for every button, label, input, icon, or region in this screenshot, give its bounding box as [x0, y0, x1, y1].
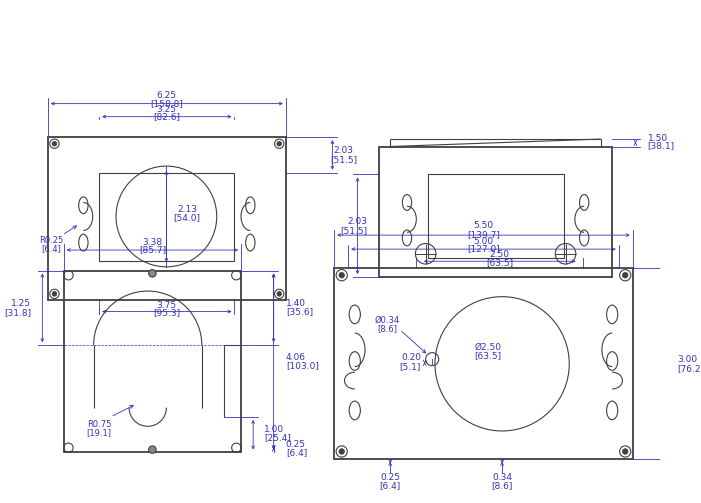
Text: 3.00: 3.00	[677, 355, 697, 364]
Text: 2.50: 2.50	[489, 250, 510, 259]
Bar	[379, 146, 612, 277]
Text: [51.5]: [51.5]	[330, 155, 357, 164]
Text: [6.4]: [6.4]	[286, 448, 307, 457]
Text: R0.25: R0.25	[39, 236, 64, 245]
Text: [76.2]: [76.2]	[677, 364, 701, 373]
Text: [82.6]: [82.6]	[153, 112, 180, 121]
Text: [8.6]: [8.6]	[491, 481, 513, 490]
Text: [8.6]: [8.6]	[377, 324, 397, 333]
Circle shape	[52, 141, 57, 146]
Text: [6.4]: [6.4]	[379, 481, 401, 490]
Text: 1.50: 1.50	[648, 134, 668, 143]
Bar	[100, 173, 234, 261]
Bar	[428, 175, 564, 259]
Text: 0.25: 0.25	[286, 440, 306, 449]
Text: [158.8]: [158.8]	[150, 99, 183, 108]
Text: Ø2.50: Ø2.50	[475, 343, 502, 352]
Text: 1.40: 1.40	[286, 299, 306, 308]
Circle shape	[339, 273, 344, 278]
Bar	[334, 268, 633, 459]
Text: 3.25: 3.25	[156, 105, 177, 114]
Circle shape	[277, 141, 282, 146]
Text: 3.75: 3.75	[156, 301, 177, 309]
Text: [25.4]: [25.4]	[264, 433, 291, 442]
Text: 1.25: 1.25	[11, 299, 31, 308]
Text: 1.00: 1.00	[264, 425, 285, 434]
Text: [85.7]: [85.7]	[139, 245, 166, 255]
Text: [95.3]: [95.3]	[153, 308, 180, 317]
Text: 3.38: 3.38	[142, 238, 163, 247]
Text: [19.1]: [19.1]	[87, 429, 111, 437]
Circle shape	[52, 292, 57, 296]
Text: 2.03: 2.03	[334, 146, 353, 155]
Text: 5.50: 5.50	[473, 221, 494, 230]
Text: Ø0.34: Ø0.34	[375, 315, 400, 324]
Text: 4.06: 4.06	[286, 353, 306, 362]
Text: 0.25: 0.25	[380, 473, 400, 482]
Text: 6.25: 6.25	[156, 91, 177, 100]
Text: [54.0]: [54.0]	[173, 213, 200, 222]
Text: [6.4]: [6.4]	[42, 244, 62, 254]
Circle shape	[149, 270, 156, 277]
Text: R0.75: R0.75	[87, 420, 111, 429]
Text: 2.03: 2.03	[348, 217, 368, 226]
Text: 0.34: 0.34	[492, 473, 512, 482]
Text: [139.7]: [139.7]	[467, 230, 500, 239]
Text: [103.0]: [103.0]	[286, 361, 319, 370]
Circle shape	[622, 273, 628, 278]
Text: [31.8]: [31.8]	[4, 308, 31, 317]
Bar	[64, 271, 241, 452]
Text: [63.5]: [63.5]	[475, 351, 502, 360]
Circle shape	[277, 292, 282, 296]
Text: 5.00: 5.00	[473, 237, 494, 246]
Text: [51.5]: [51.5]	[341, 226, 368, 235]
Text: [63.5]: [63.5]	[486, 258, 513, 267]
Text: [127.0]: [127.0]	[467, 244, 500, 254]
Circle shape	[149, 446, 156, 453]
Text: [35.6]: [35.6]	[286, 307, 313, 316]
Text: 2.13: 2.13	[177, 205, 197, 213]
Circle shape	[339, 449, 344, 454]
Text: [5.1]: [5.1]	[400, 362, 421, 371]
Text: [38.1]: [38.1]	[648, 141, 675, 150]
Circle shape	[622, 449, 628, 454]
Bar	[48, 137, 286, 300]
Text: 0.20: 0.20	[401, 353, 421, 362]
